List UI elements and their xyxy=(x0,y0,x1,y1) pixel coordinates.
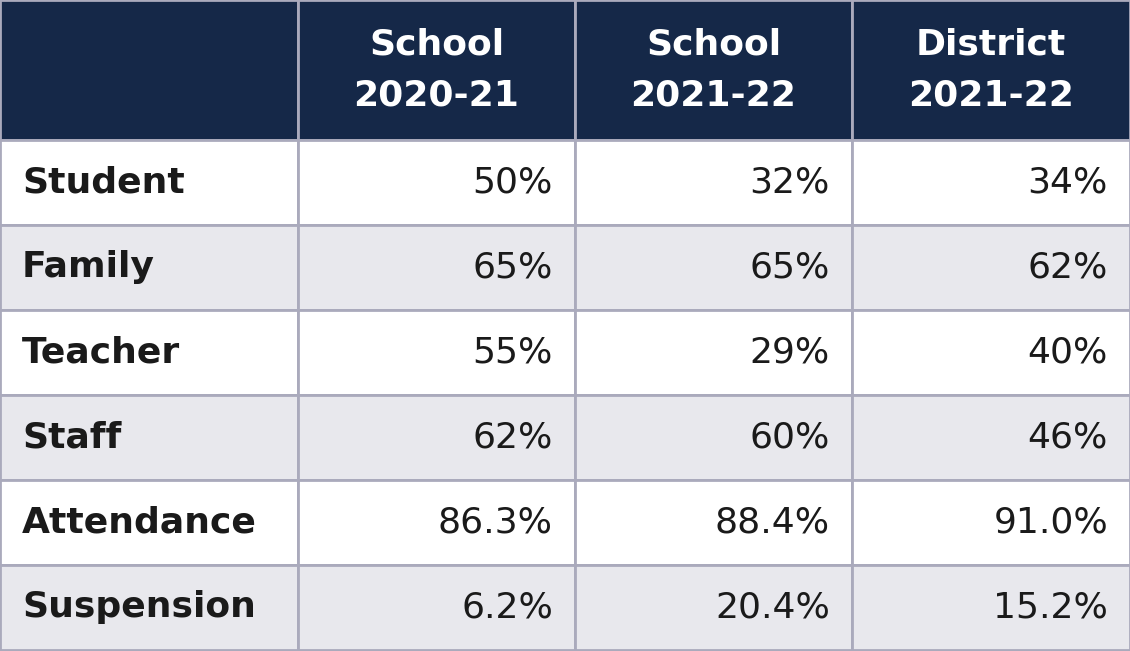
Bar xyxy=(575,565,852,650)
Bar xyxy=(0,480,298,565)
Text: 65%: 65% xyxy=(749,251,831,284)
Bar xyxy=(852,395,1130,480)
Text: Teacher: Teacher xyxy=(21,335,181,370)
Text: 46%: 46% xyxy=(1027,421,1109,454)
Bar xyxy=(298,0,575,140)
Bar xyxy=(298,480,575,565)
Text: 91.0%: 91.0% xyxy=(993,505,1109,540)
Bar xyxy=(0,0,298,140)
Bar xyxy=(0,395,298,480)
Text: District
2021-22: District 2021-22 xyxy=(909,28,1074,112)
Text: 62%: 62% xyxy=(1027,251,1109,284)
Text: 29%: 29% xyxy=(749,335,831,370)
Bar xyxy=(575,310,852,395)
Text: 88.4%: 88.4% xyxy=(715,505,831,540)
Bar xyxy=(852,565,1130,650)
Bar xyxy=(852,140,1130,225)
Text: School
2020-21: School 2020-21 xyxy=(354,28,520,112)
Text: 32%: 32% xyxy=(749,165,831,199)
Text: 40%: 40% xyxy=(1027,335,1109,370)
Text: 62%: 62% xyxy=(472,421,553,454)
Text: 60%: 60% xyxy=(749,421,831,454)
Text: 55%: 55% xyxy=(472,335,553,370)
Bar xyxy=(575,140,852,225)
Bar xyxy=(298,565,575,650)
Text: 20.4%: 20.4% xyxy=(715,590,831,624)
Text: 50%: 50% xyxy=(472,165,553,199)
Text: Suspension: Suspension xyxy=(21,590,255,624)
Bar xyxy=(298,395,575,480)
Text: Family: Family xyxy=(21,251,155,284)
Text: 15.2%: 15.2% xyxy=(993,590,1109,624)
Bar xyxy=(575,395,852,480)
Text: Student: Student xyxy=(21,165,184,199)
Bar xyxy=(0,310,298,395)
Text: School
2021-22: School 2021-22 xyxy=(631,28,797,112)
Bar xyxy=(298,140,575,225)
Bar xyxy=(0,225,298,310)
Text: 6.2%: 6.2% xyxy=(461,590,553,624)
Text: 86.3%: 86.3% xyxy=(438,505,553,540)
Text: 34%: 34% xyxy=(1027,165,1109,199)
Bar xyxy=(0,140,298,225)
Bar xyxy=(852,310,1130,395)
Text: 65%: 65% xyxy=(472,251,553,284)
Bar xyxy=(298,310,575,395)
Bar xyxy=(0,565,298,650)
Bar xyxy=(575,225,852,310)
Bar xyxy=(575,0,852,140)
Bar xyxy=(575,480,852,565)
Bar xyxy=(852,480,1130,565)
Text: Attendance: Attendance xyxy=(21,505,257,540)
Text: Staff: Staff xyxy=(21,421,121,454)
Bar xyxy=(852,225,1130,310)
Bar xyxy=(298,225,575,310)
Bar xyxy=(852,0,1130,140)
